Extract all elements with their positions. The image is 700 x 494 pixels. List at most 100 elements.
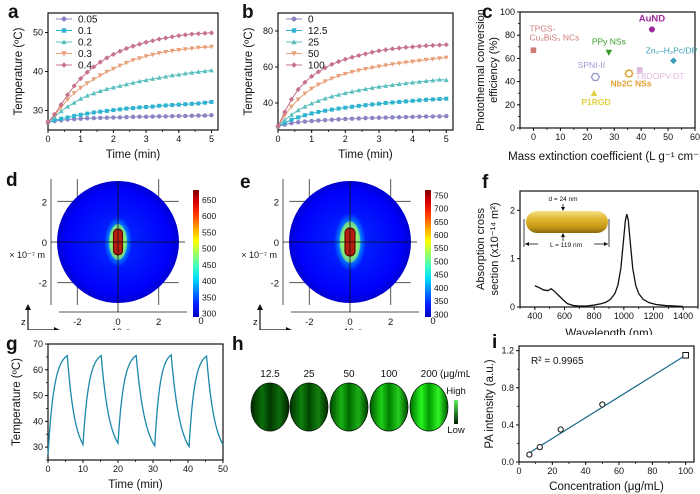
data-point — [91, 110, 96, 115]
x-axis-label: Mass extinction coefficient (L g⁻¹ cm⁻¹) — [508, 151, 700, 163]
y-tick-label: 60 — [33, 365, 43, 375]
y-tick-label: 20 — [505, 100, 515, 110]
data-point — [342, 71, 348, 77]
pa-image-sample — [409, 382, 449, 432]
data-point — [208, 67, 214, 73]
point-label-line2: Cu₃BiS₃ NCs — [529, 32, 579, 42]
chart-e-temperature-field-map: 20-2× 10⁻⁷ m-202× 10⁻⁷ m0zy3003504004505… — [241, 179, 448, 330]
data-point — [369, 49, 375, 55]
plot-frame — [518, 345, 695, 463]
linear-fit-line — [529, 354, 686, 454]
data-point — [430, 57, 436, 62]
data-point — [208, 30, 215, 36]
panel-label-e: e — [240, 172, 251, 193]
legend-marker — [291, 62, 297, 68]
diameter-label: d = 24 nm — [548, 196, 577, 203]
scatter-point-group: AuND — [639, 13, 665, 33]
data-point — [182, 47, 188, 52]
corner-label: 0 — [430, 316, 435, 327]
data-point — [322, 117, 328, 123]
data-point — [143, 114, 149, 119]
data-point — [144, 104, 149, 109]
data-point — [383, 115, 388, 120]
panel-label-d: d — [6, 170, 18, 191]
y-tick-label: 60 — [263, 62, 273, 72]
x-tick-label: 1000 — [614, 311, 634, 321]
data-point — [163, 103, 168, 108]
data-point — [209, 112, 214, 118]
data-point — [323, 108, 328, 113]
data-point — [130, 43, 136, 49]
data-point — [156, 114, 162, 119]
data-point — [536, 444, 543, 451]
x-axis-unit: × 10⁻⁷ m — [104, 327, 140, 330]
data-point — [557, 426, 564, 433]
data-point — [416, 79, 422, 84]
data-point — [349, 54, 355, 60]
arrowhead — [561, 207, 565, 211]
data-point — [336, 106, 341, 111]
data-point — [423, 78, 429, 84]
data-point — [124, 106, 129, 111]
data-point — [350, 104, 355, 109]
arrowhead — [604, 242, 608, 246]
data-point — [396, 81, 402, 87]
y-tick-label: 30 — [33, 442, 43, 452]
data-point — [85, 111, 90, 116]
data-point — [150, 104, 155, 109]
colorbar-tick-label: 450 — [434, 270, 448, 280]
data-point — [97, 59, 103, 65]
x-tick-label: 4 — [176, 134, 181, 144]
scale-high-label: High — [446, 386, 466, 397]
data-point — [362, 51, 369, 57]
data-point — [315, 69, 321, 75]
data-point — [91, 90, 97, 96]
data-point — [282, 117, 288, 123]
data-point — [72, 113, 77, 118]
x-tick-label: 0 — [516, 466, 521, 476]
colorbar-tick-label: 700 — [434, 204, 448, 214]
y-axis-label: Temperature (ºC) — [11, 358, 23, 446]
scatter-point — [648, 26, 655, 33]
length-label: L = 119 nm — [550, 242, 582, 249]
data-point — [349, 70, 355, 75]
data-point — [396, 45, 402, 51]
data-point — [150, 114, 155, 119]
x-tick-label: 10 — [78, 464, 88, 474]
scatter-point — [590, 72, 601, 82]
data-point — [309, 86, 315, 92]
colorbar-tick-label: 650 — [434, 217, 448, 227]
colorbar-tick-label: 350 — [434, 296, 448, 306]
panel-label-g: g — [6, 334, 18, 355]
data-point — [163, 114, 168, 119]
pa-image-sample — [369, 382, 409, 432]
data-point — [417, 114, 422, 119]
scatter-point-group: SPNI-II — [578, 60, 605, 82]
x-axis-label: Time (min) — [108, 479, 163, 491]
colorbar-tick-label: 750 — [434, 190, 448, 200]
data-point — [137, 114, 142, 119]
legend-label: 0.3 — [78, 49, 92, 60]
data-point — [369, 115, 375, 121]
data-point — [58, 108, 64, 114]
legend-marker — [291, 16, 297, 22]
data-point — [390, 115, 395, 120]
legend-label: 50 — [308, 49, 320, 60]
colorbar — [193, 190, 199, 317]
data-point — [52, 118, 57, 123]
data-point — [163, 74, 169, 79]
x-axis-label: Concentration (μg/mL) — [549, 481, 664, 493]
y-tick-label: 80 — [505, 30, 515, 40]
data-point — [416, 43, 422, 49]
data-point — [136, 41, 143, 47]
gold-nanorod-inset — [526, 211, 608, 233]
point-label: TBDOPV-DT — [636, 71, 685, 81]
concentration-label: 25 — [303, 369, 315, 380]
data-point — [430, 77, 436, 83]
legend-label: 0.05 — [78, 15, 98, 26]
legend-label: 25 — [308, 38, 320, 49]
y-tick-label: 0 — [510, 302, 515, 312]
legend-marker — [61, 39, 67, 45]
data-point — [356, 103, 361, 108]
